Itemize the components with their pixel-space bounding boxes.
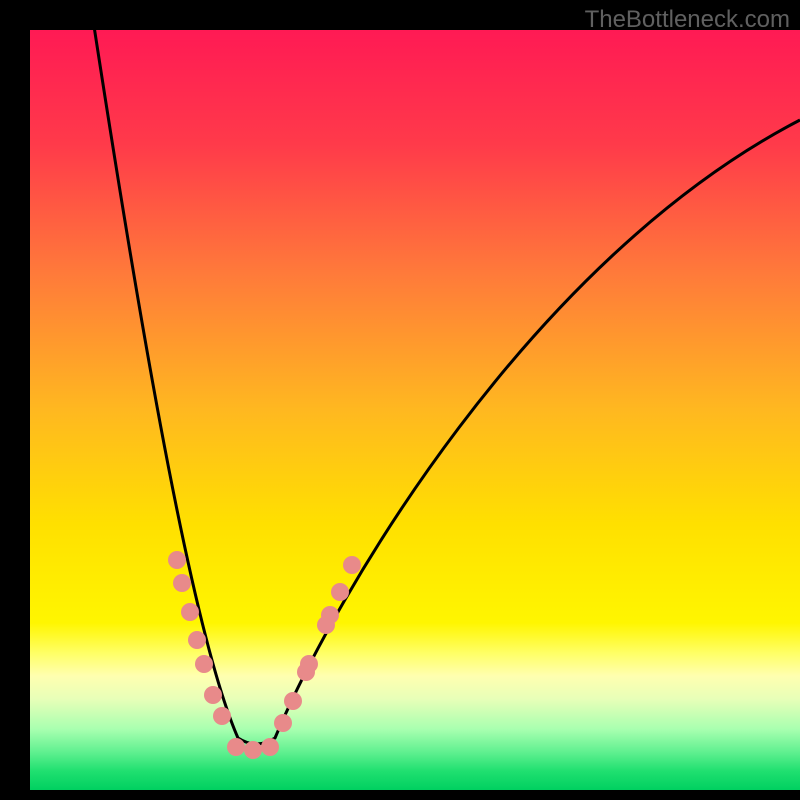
data-marker: [204, 686, 222, 704]
data-marker: [300, 655, 318, 673]
chart-container: TheBottleneck.com: [0, 0, 800, 800]
data-marker: [331, 583, 349, 601]
data-marker: [261, 738, 279, 756]
data-marker: [168, 551, 186, 569]
data-marker: [195, 655, 213, 673]
watermark-text: TheBottleneck.com: [585, 6, 790, 34]
data-marker: [284, 692, 302, 710]
data-marker: [343, 556, 361, 574]
data-marker: [244, 741, 262, 759]
data-marker: [227, 738, 245, 756]
data-marker: [181, 603, 199, 621]
data-marker: [188, 631, 206, 649]
data-marker: [173, 574, 191, 592]
bottleneck-chart: [0, 0, 800, 800]
data-marker: [213, 707, 231, 725]
data-marker: [274, 714, 292, 732]
data-marker: [321, 606, 339, 624]
plot-area: [30, 30, 800, 790]
